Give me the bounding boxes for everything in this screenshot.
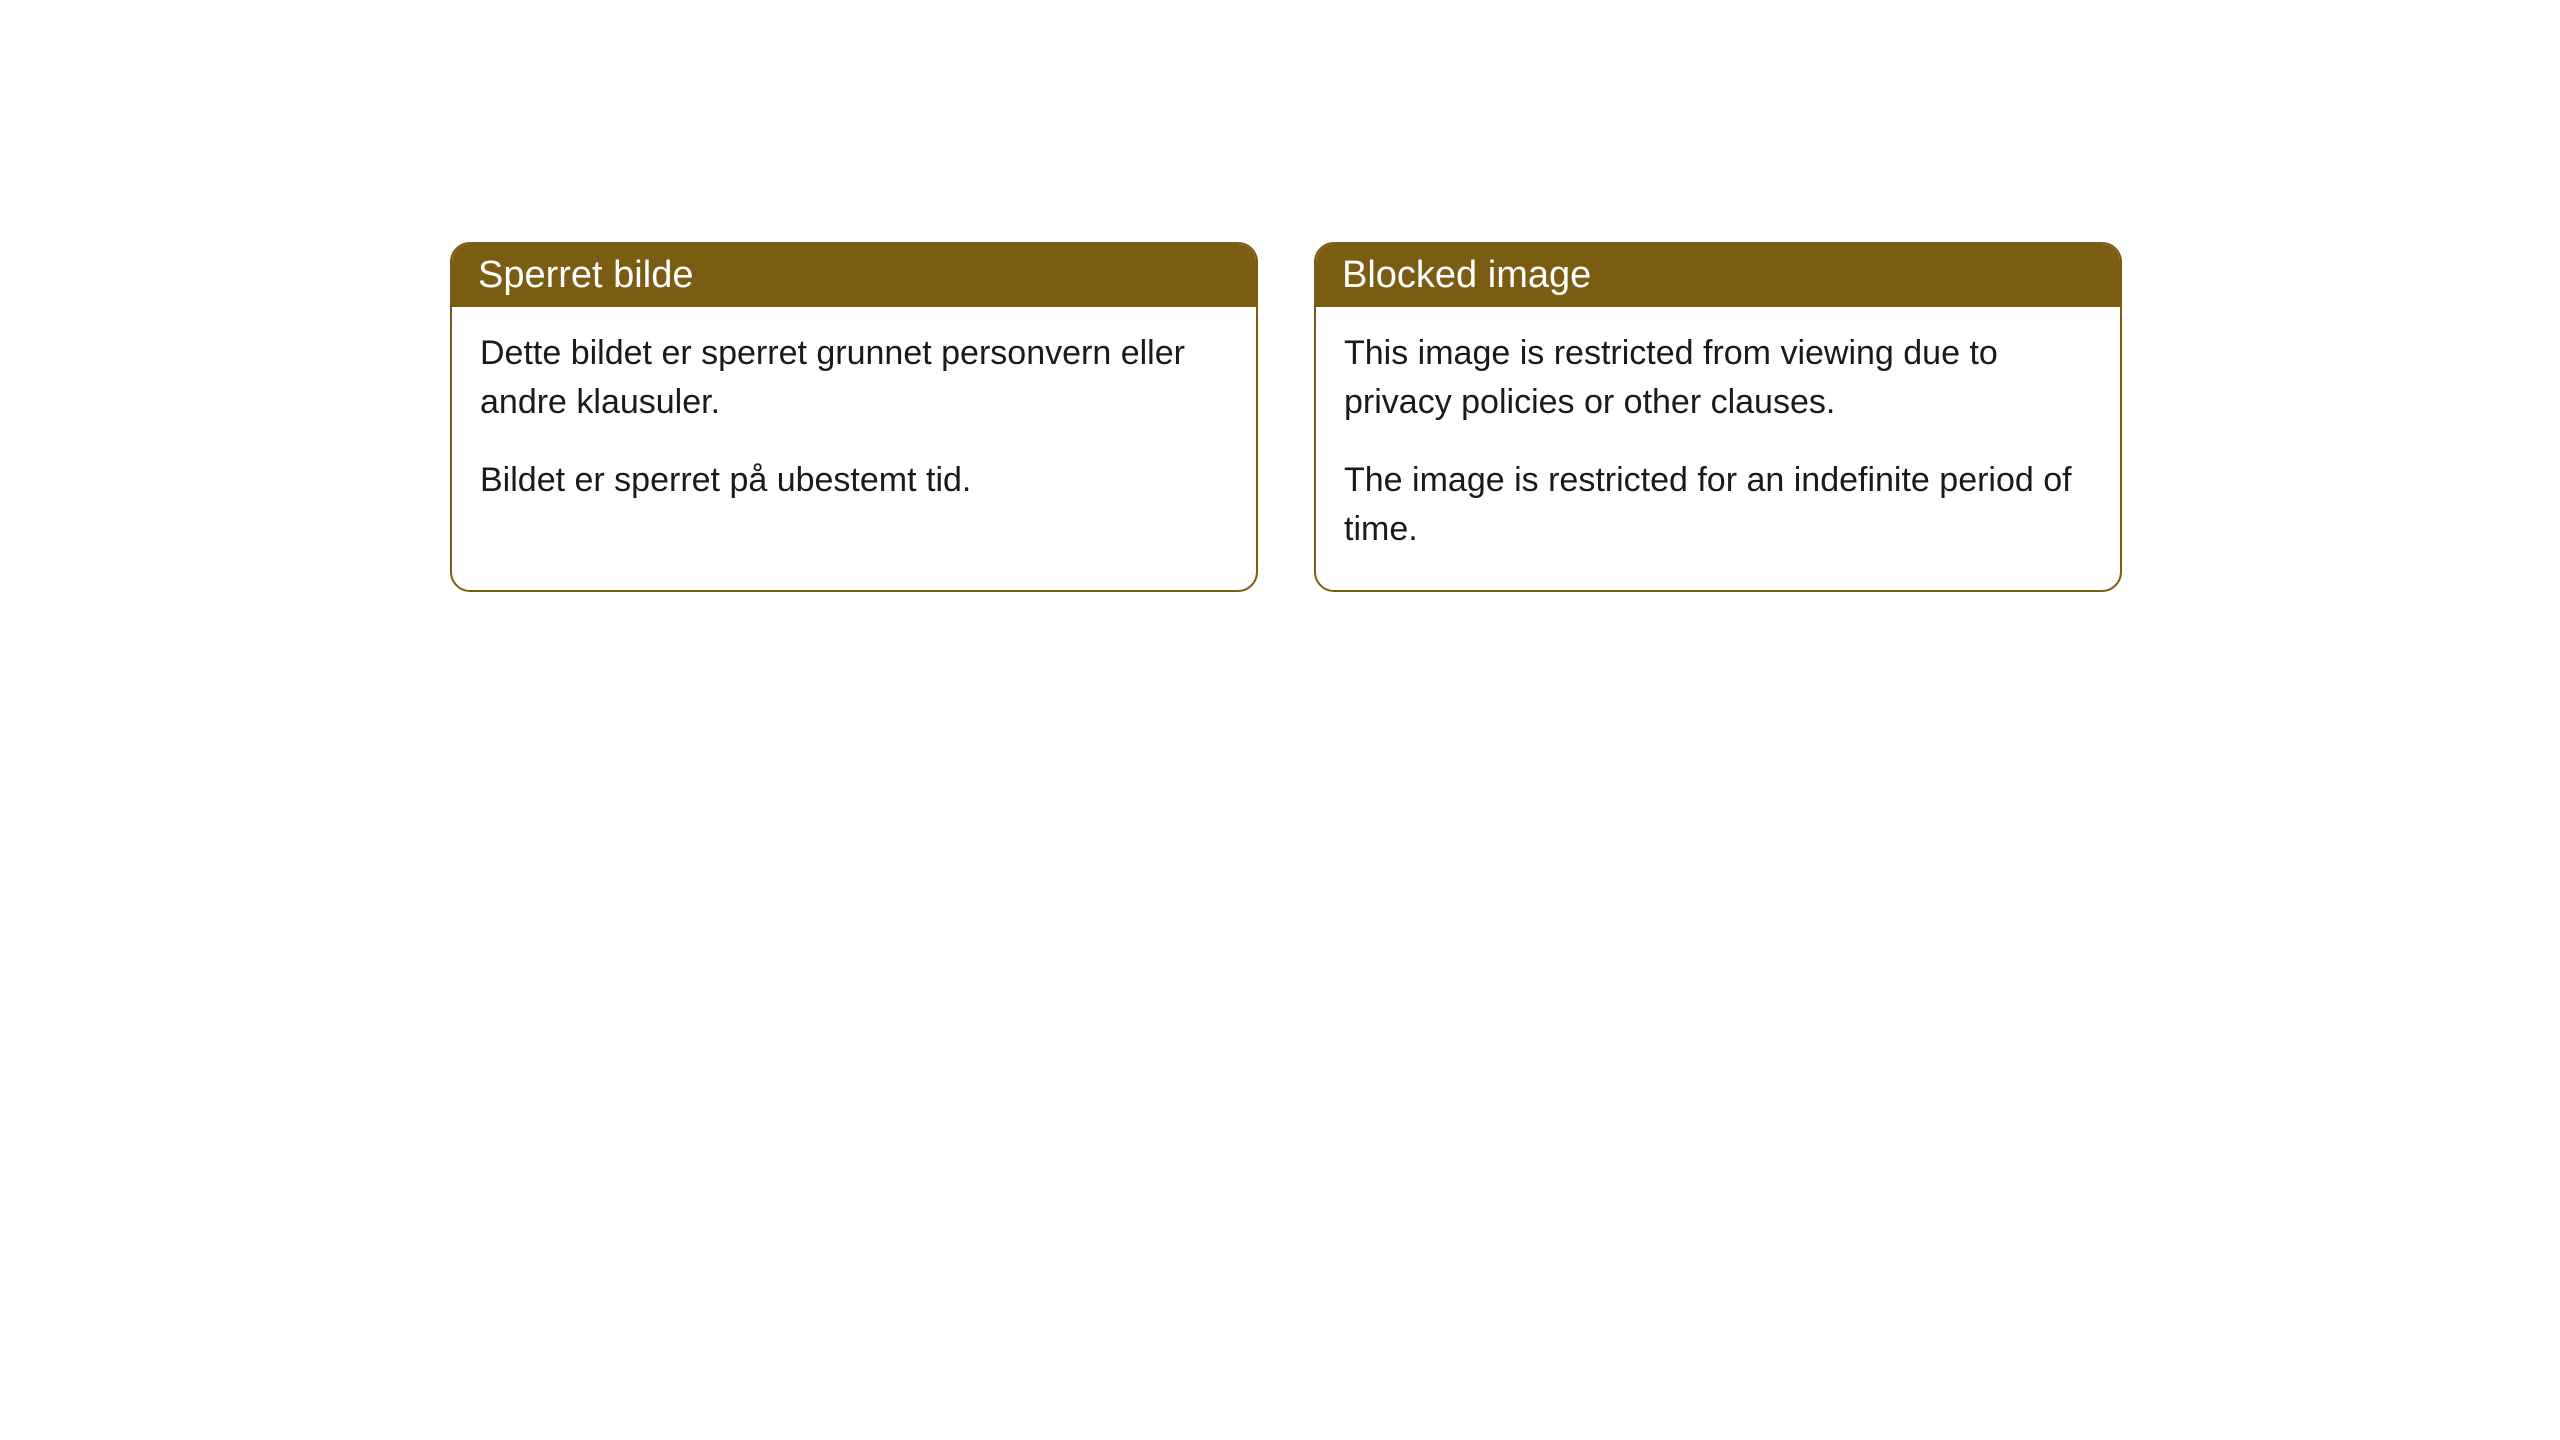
card-paragraph: Dette bildet er sperret grunnet personve… (480, 329, 1228, 428)
notice-card-english: Blocked image This image is restricted f… (1314, 242, 2122, 592)
card-header: Blocked image (1316, 244, 2120, 307)
card-paragraph: The image is restricted for an indefinit… (1344, 456, 2092, 555)
card-header: Sperret bilde (452, 244, 1256, 307)
card-body: This image is restricted from viewing du… (1316, 307, 2120, 590)
notice-card-norwegian: Sperret bilde Dette bildet er sperret gr… (450, 242, 1258, 592)
card-title: Blocked image (1342, 254, 1591, 296)
card-title: Sperret bilde (478, 254, 693, 296)
card-paragraph: This image is restricted from viewing du… (1344, 329, 2092, 428)
card-paragraph: Bildet er sperret på ubestemt tid. (480, 456, 1228, 505)
card-body: Dette bildet er sperret grunnet personve… (452, 307, 1256, 541)
notice-cards-container: Sperret bilde Dette bildet er sperret gr… (450, 242, 2122, 592)
